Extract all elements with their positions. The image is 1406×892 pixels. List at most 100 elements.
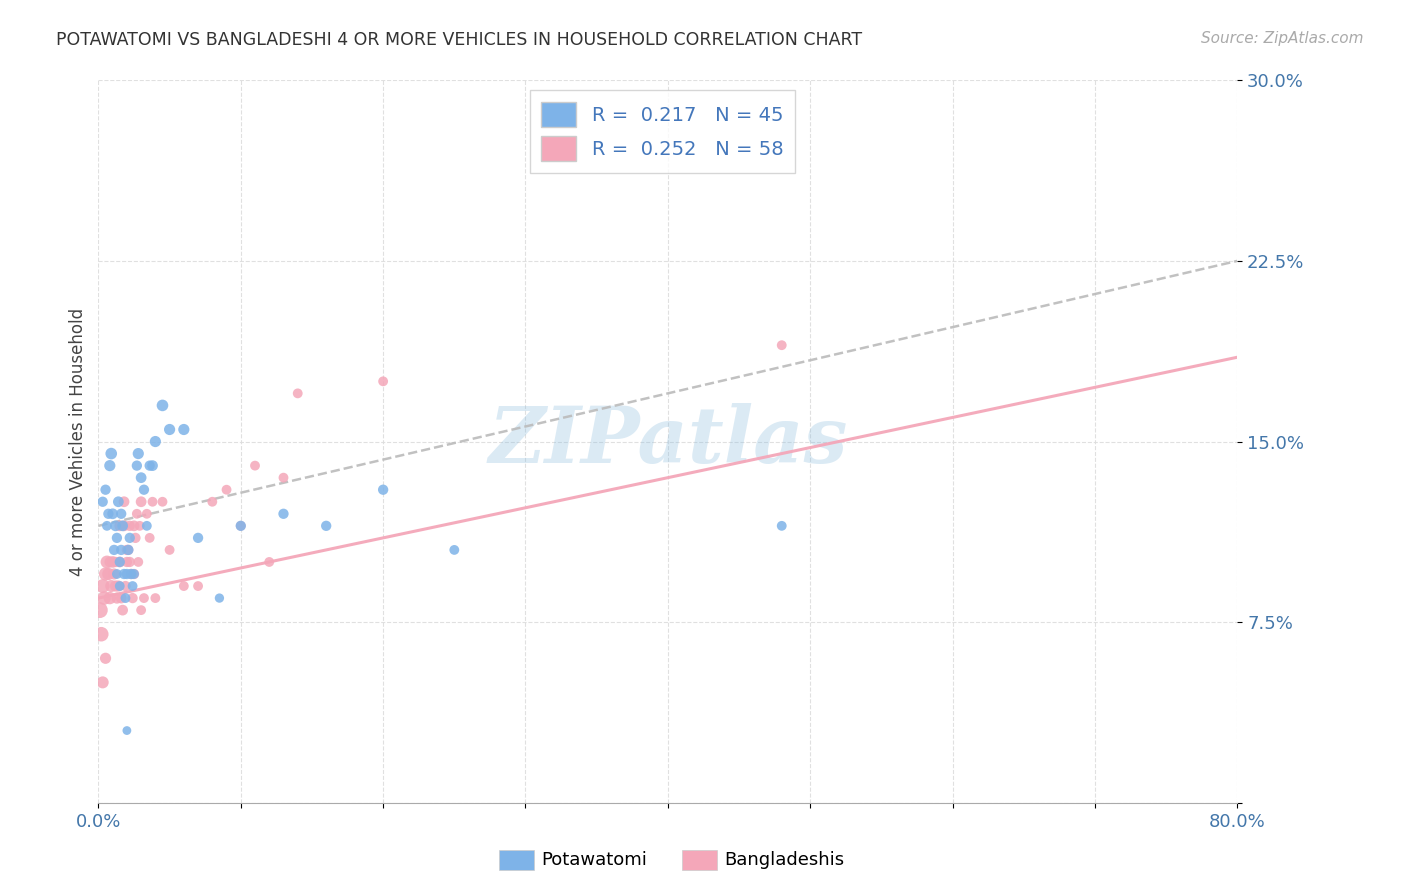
Point — [115, 555, 138, 569]
Point — [112, 567, 135, 582]
Point — [132, 483, 155, 497]
Point — [96, 518, 118, 533]
Point — [111, 603, 134, 617]
Point — [145, 434, 167, 449]
Point — [120, 567, 142, 582]
Point — [129, 470, 152, 484]
Point — [152, 398, 174, 412]
Point — [138, 531, 160, 545]
Point — [115, 542, 138, 557]
Point — [108, 555, 131, 569]
Point — [118, 518, 141, 533]
Point — [141, 494, 163, 508]
Point — [121, 579, 143, 593]
Point — [117, 542, 139, 557]
Point — [105, 531, 128, 545]
Point — [97, 567, 120, 582]
Point — [97, 507, 120, 521]
Point — [121, 591, 143, 605]
Point — [100, 579, 122, 593]
Point — [91, 579, 114, 593]
Point — [215, 483, 238, 497]
Point — [135, 518, 157, 533]
Point — [128, 518, 150, 533]
Point — [94, 483, 117, 497]
Point — [90, 627, 112, 641]
Point — [112, 494, 135, 508]
Point — [229, 518, 252, 533]
Point — [114, 591, 136, 605]
Point — [187, 531, 209, 545]
Point — [273, 507, 295, 521]
Point — [259, 555, 281, 569]
Point — [173, 422, 195, 436]
Point — [373, 374, 395, 388]
Point — [104, 518, 127, 533]
Point — [114, 579, 136, 593]
Text: ZIPatlas: ZIPatlas — [488, 403, 848, 480]
Point — [122, 518, 145, 533]
Point — [96, 555, 118, 569]
Point — [108, 555, 131, 569]
Point — [127, 555, 149, 569]
Text: Potawatomi: Potawatomi — [541, 851, 647, 869]
Point — [122, 567, 145, 582]
Point — [98, 591, 121, 605]
Point — [104, 555, 127, 569]
Point — [770, 518, 793, 533]
Point — [187, 579, 209, 593]
Point — [107, 579, 129, 593]
Point — [127, 446, 149, 460]
Point — [118, 555, 141, 569]
Point — [132, 591, 155, 605]
Text: Bangladeshis: Bangladeshis — [724, 851, 844, 869]
Legend: R =  0.217   N = 45, R =  0.252   N = 58: R = 0.217 N = 45, R = 0.252 N = 58 — [530, 90, 794, 173]
Point — [91, 675, 114, 690]
Point — [98, 555, 121, 569]
Point — [138, 458, 160, 473]
Point — [208, 591, 231, 605]
Point — [110, 542, 132, 557]
Point — [243, 458, 266, 473]
Point — [145, 591, 167, 605]
Point — [118, 531, 141, 545]
Point — [117, 542, 139, 557]
Point — [141, 458, 163, 473]
Point — [104, 579, 127, 593]
Point — [287, 386, 309, 401]
Point — [110, 591, 132, 605]
Point — [91, 494, 114, 508]
Point — [152, 494, 174, 508]
Point — [100, 446, 122, 460]
Point — [201, 494, 224, 508]
Point — [101, 555, 124, 569]
Point — [110, 507, 132, 521]
Point — [120, 567, 142, 582]
Point — [111, 518, 134, 533]
Point — [107, 494, 129, 508]
Point — [103, 567, 125, 582]
Y-axis label: 4 or more Vehicles in Household: 4 or more Vehicles in Household — [69, 308, 87, 575]
Point — [108, 579, 131, 593]
Point — [129, 494, 152, 508]
Point — [129, 603, 152, 617]
Point — [108, 518, 131, 533]
Point — [115, 723, 138, 738]
Point — [89, 603, 111, 617]
Point — [273, 470, 295, 484]
Point — [159, 542, 181, 557]
Point — [101, 507, 124, 521]
Point — [124, 531, 146, 545]
Point — [93, 591, 115, 605]
Text: Source: ZipAtlas.com: Source: ZipAtlas.com — [1201, 31, 1364, 46]
Point — [122, 567, 145, 582]
Point — [105, 567, 128, 582]
Point — [443, 542, 465, 557]
Point — [103, 542, 125, 557]
Point — [112, 518, 135, 533]
Point — [315, 518, 337, 533]
Point — [125, 458, 148, 473]
Point — [105, 591, 128, 605]
Point — [135, 507, 157, 521]
Point — [94, 651, 117, 665]
